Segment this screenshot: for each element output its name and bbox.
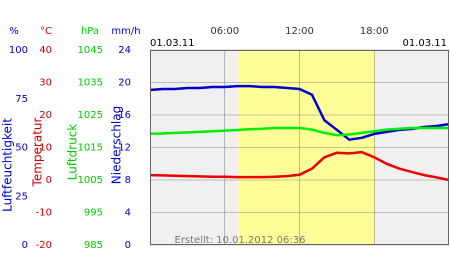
plot-border bbox=[150, 50, 449, 245]
axis-title: Niederschlag bbox=[110, 106, 124, 184]
x-tick-label: 18:00 bbox=[360, 26, 389, 37]
data-line bbox=[149, 126, 449, 137]
y-tick-label: 24 bbox=[118, 45, 131, 56]
y-tick-label: 1045 bbox=[78, 45, 103, 56]
y-tick-label: 8 bbox=[125, 175, 131, 186]
y-tick-label: 1035 bbox=[78, 78, 103, 89]
y-tick-label: 40 bbox=[39, 45, 52, 56]
y-tick-label: 1005 bbox=[78, 175, 103, 186]
y-tick-label: 20 bbox=[118, 78, 131, 89]
y-tick-label: 75 bbox=[15, 94, 28, 105]
y-tick-label: 0 bbox=[125, 240, 131, 250]
y-tick-label: 1025 bbox=[78, 110, 103, 121]
footer: Erstellt: 10.01.2012 06:36 bbox=[175, 235, 306, 246]
y-tick-label: 1015 bbox=[78, 143, 103, 154]
date-left: 01.03.11 bbox=[150, 38, 195, 49]
axis-unit: hPa bbox=[81, 26, 99, 37]
y-tick-label: 50 bbox=[15, 143, 28, 154]
y-tick-label: 100 bbox=[9, 45, 28, 56]
y-tick-label: 12 bbox=[118, 143, 131, 154]
y-tick-label: -10 bbox=[36, 208, 52, 219]
y-tick-label: 995 bbox=[84, 208, 103, 219]
axis-title: Luftfeuchtigkeit bbox=[1, 118, 15, 212]
y-tick-label: 4 bbox=[125, 208, 131, 219]
y-tick-label: 25 bbox=[15, 191, 28, 202]
axis-unit: % bbox=[9, 26, 19, 37]
x-tick-label: 06:00 bbox=[210, 26, 239, 37]
axis-title: Luftdruck bbox=[66, 124, 80, 181]
y-tick-label: 30 bbox=[39, 78, 52, 89]
y-tick-label: 16 bbox=[118, 110, 131, 121]
axis-title: Temperatur bbox=[31, 117, 45, 187]
axis-unit: mm/h bbox=[111, 26, 140, 37]
x-tick-label: 12:00 bbox=[285, 26, 314, 37]
y-tick-label: 20 bbox=[39, 110, 52, 121]
y-tick-label: 985 bbox=[84, 240, 103, 250]
y-tick-label: 0 bbox=[46, 175, 52, 186]
y-tick-label: -20 bbox=[36, 240, 52, 250]
y-tick-label: 10 bbox=[39, 143, 52, 154]
data-line bbox=[149, 150, 450, 182]
axis-unit: °C bbox=[40, 26, 52, 37]
y-tick-label: 0 bbox=[22, 240, 28, 250]
date-right: 01.03.11 bbox=[402, 38, 447, 49]
